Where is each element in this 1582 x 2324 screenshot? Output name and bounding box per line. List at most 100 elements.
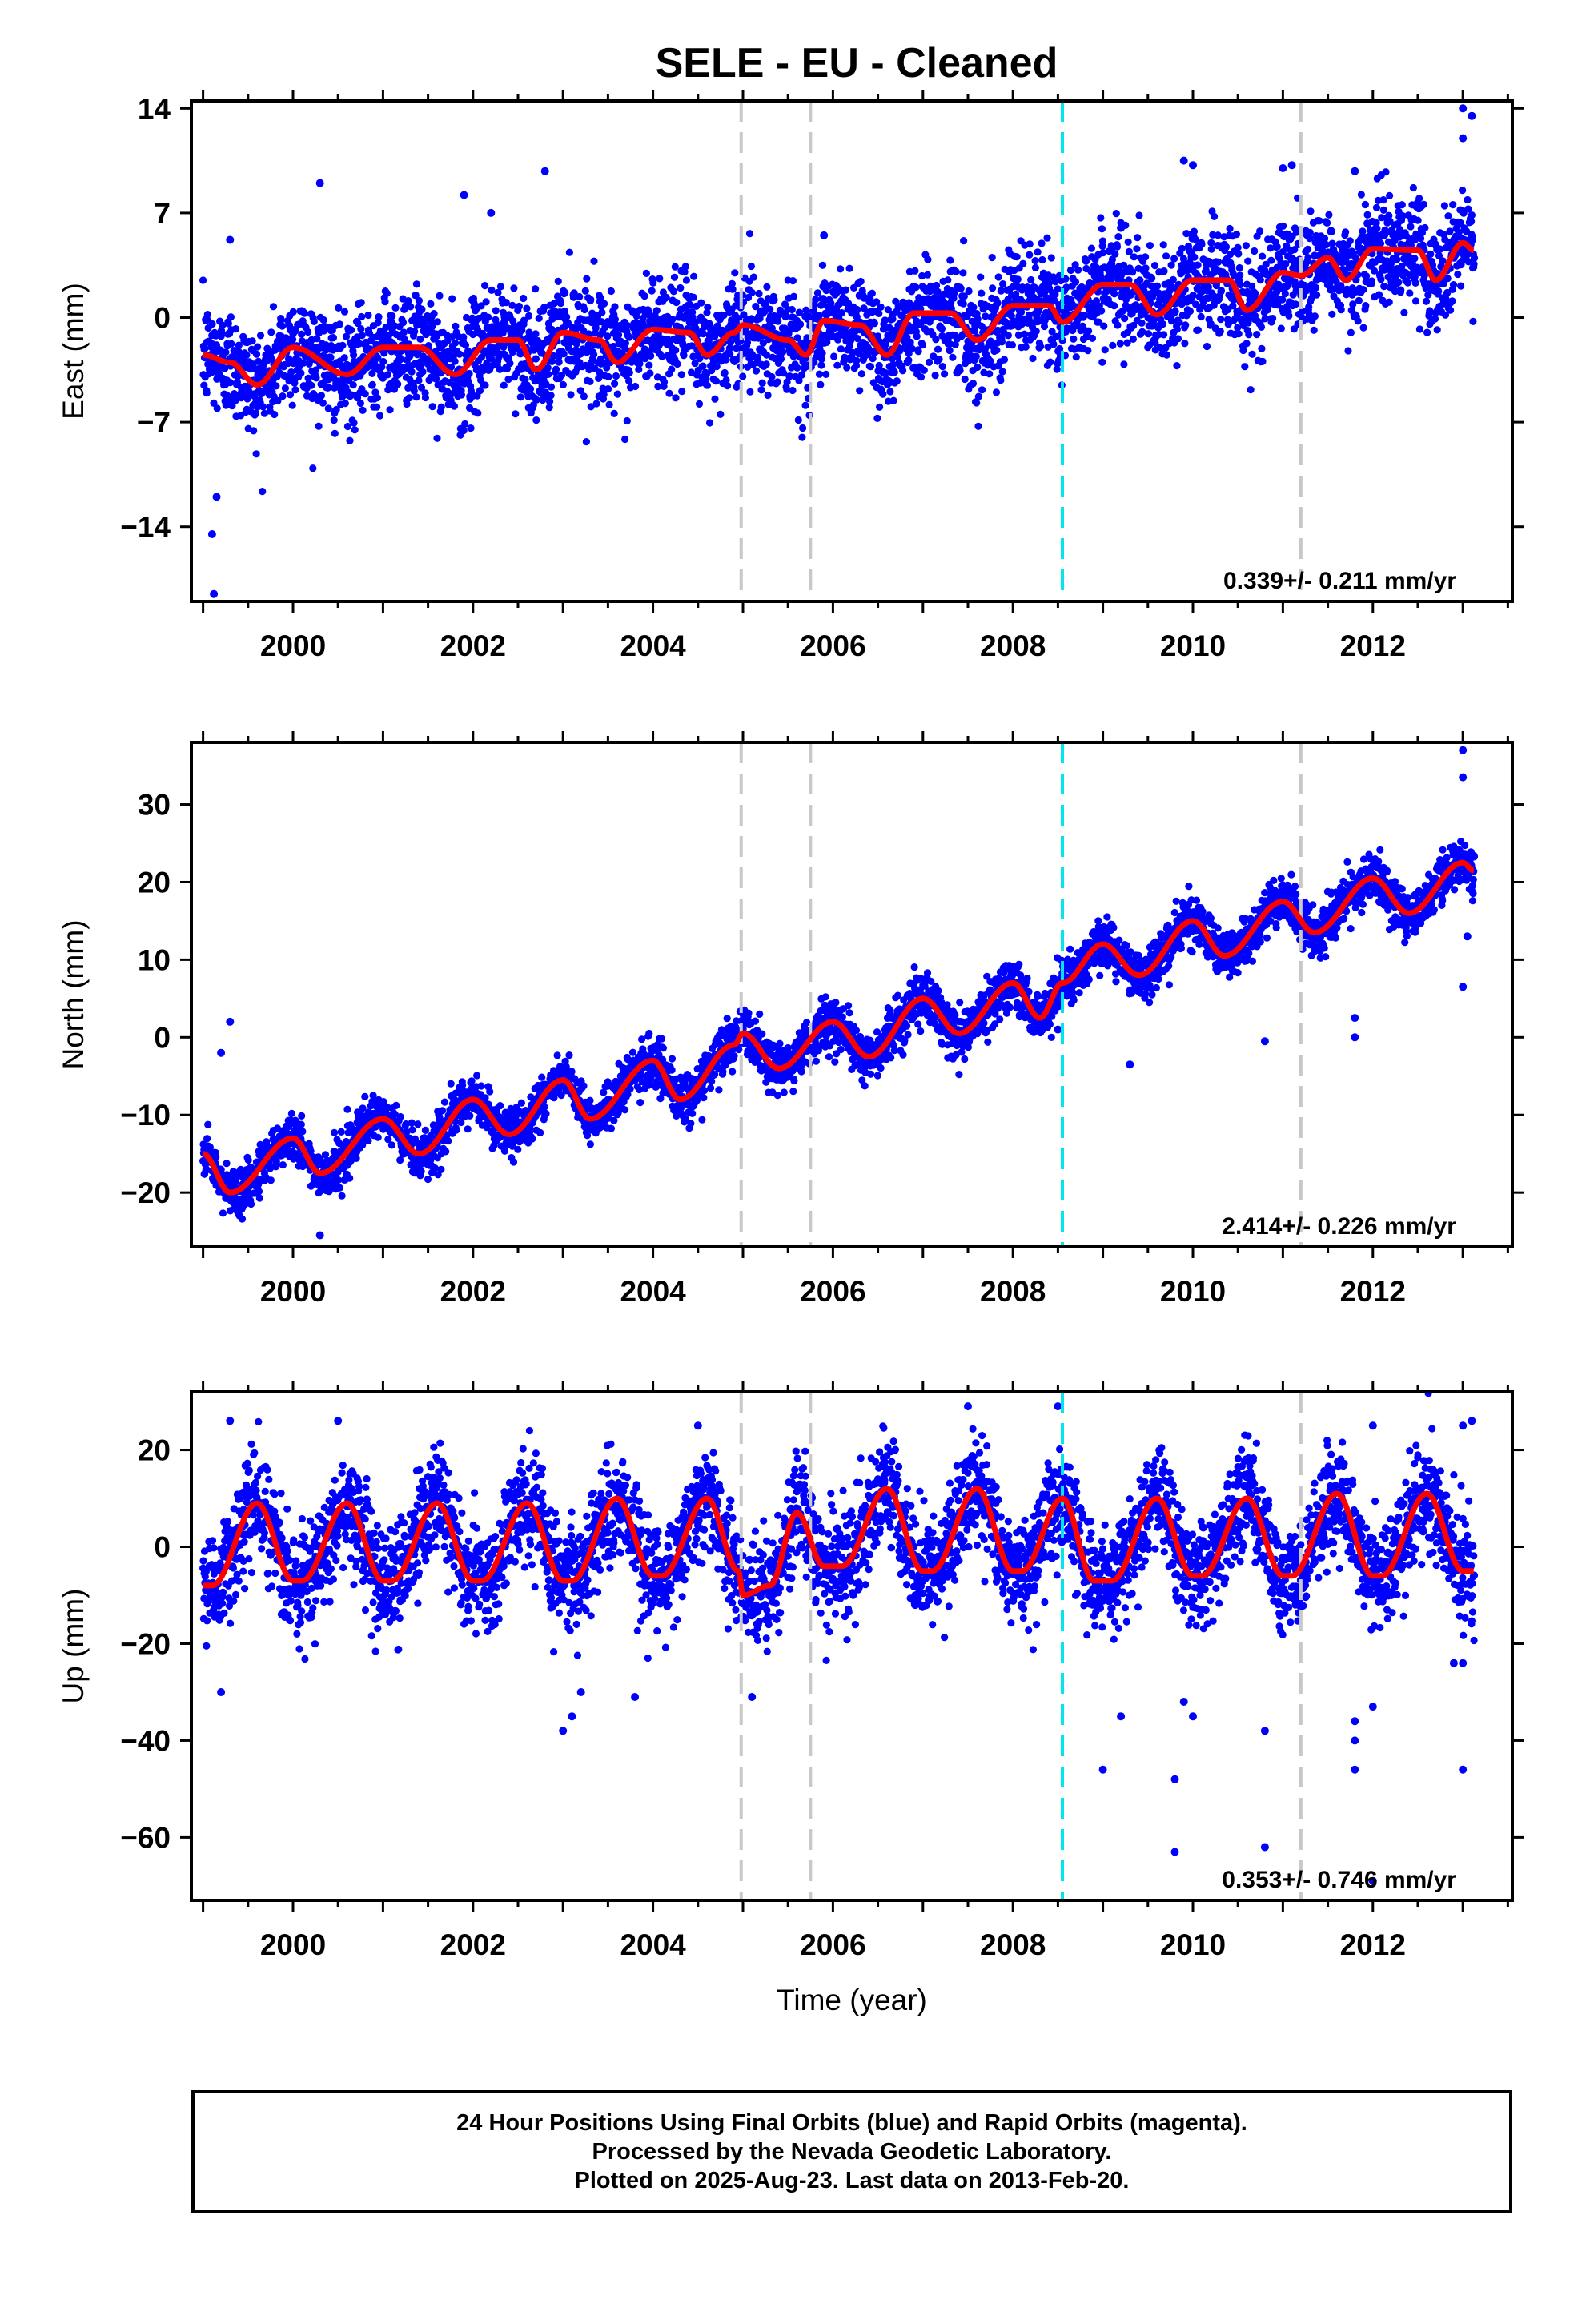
east-data-point: [621, 345, 629, 353]
north-data-point: [352, 1154, 360, 1162]
east-data-point: [959, 269, 967, 277]
east-data-point: [1084, 347, 1092, 355]
east-data-point: [758, 379, 766, 387]
east-data-point: [1407, 223, 1415, 231]
east-data-point: [381, 298, 389, 306]
east-data-point: [817, 361, 825, 369]
east-data-point: [291, 386, 299, 394]
east-data-point: [484, 313, 492, 321]
east-data-point: [408, 368, 416, 376]
east-data-point: [1468, 236, 1476, 244]
east-data-point: [762, 351, 771, 359]
east-data-point: [935, 355, 943, 364]
east-data-point: [1403, 279, 1412, 287]
east-data-point: [789, 292, 798, 300]
east-data-point: [677, 283, 685, 292]
east-data-point: [853, 334, 861, 343]
east-data-point: [1023, 283, 1031, 292]
east-data-point: [1362, 302, 1370, 310]
east-data-point: [1216, 328, 1224, 336]
east-data-point: [231, 325, 240, 333]
east-data-point: [492, 307, 500, 315]
east-data-point: [448, 333, 456, 341]
east-data-point: [793, 364, 801, 372]
east-data-point: [1242, 242, 1250, 250]
east-data-point: [228, 402, 236, 410]
east-data-point: [774, 317, 782, 325]
east-data-point: [1367, 277, 1375, 285]
east-data-point: [933, 281, 941, 290]
east-data-point: [432, 375, 440, 383]
east-data-point: [729, 285, 737, 293]
east-data-point: [407, 303, 415, 311]
east-data-point: [642, 269, 651, 277]
east-data-point: [766, 305, 774, 313]
east-data-point: [749, 273, 758, 281]
east-data-point: [580, 392, 588, 400]
east-data-point: [1190, 227, 1198, 235]
east-data-point: [1110, 302, 1118, 310]
east-data-point: [713, 363, 721, 371]
east-data-point: [726, 350, 734, 358]
north-data-point: [414, 1120, 422, 1128]
east-data-point: [538, 349, 547, 357]
east-data-point: [1423, 328, 1431, 336]
east-data-point: [436, 292, 444, 300]
east-data-point: [686, 301, 695, 309]
east-data-point: [877, 303, 885, 311]
east-data-point: [1273, 243, 1281, 251]
north-data-point: [346, 1174, 354, 1182]
east-data-point: [418, 305, 426, 313]
east-outlier-point: [207, 530, 216, 538]
east-data-point: [504, 376, 512, 384]
east-data-point: [452, 322, 460, 330]
east-data-point: [625, 333, 633, 341]
east-data-point: [412, 393, 420, 401]
north-data-point: [364, 1136, 372, 1144]
east-data-point: [815, 312, 823, 320]
east-data-point: [451, 357, 459, 365]
east-data-point: [870, 320, 878, 328]
east-data-point: [918, 341, 926, 349]
east-data-point: [433, 434, 441, 442]
north-data-points: [199, 746, 1479, 1240]
east-data-point: [1112, 210, 1120, 218]
east-data-point: [461, 420, 469, 428]
east-data-point: [1447, 306, 1455, 314]
east-data-point: [704, 304, 712, 312]
east-data-point: [1311, 312, 1319, 320]
east-data-point: [428, 322, 436, 331]
east-data-point: [665, 389, 673, 397]
east-data-point: [285, 355, 293, 363]
east-data-point: [403, 400, 411, 408]
east-data-point: [259, 403, 267, 411]
east-outlier-point: [820, 231, 829, 239]
east-data-point: [342, 332, 351, 340]
east-data-point: [777, 355, 785, 363]
east-data-point: [570, 289, 578, 297]
east-data-point: [287, 368, 295, 376]
east-data-point: [640, 292, 648, 300]
east-data-point: [411, 328, 419, 336]
east-data-point: [310, 317, 318, 325]
east-data-point: [340, 308, 349, 316]
east-data-point: [906, 338, 914, 346]
east-data-point: [795, 376, 803, 384]
east-data-point: [938, 363, 946, 371]
east-data-point: [1468, 211, 1476, 219]
east-data-point: [1114, 321, 1122, 329]
east-data-point: [739, 372, 747, 380]
east-data-point: [970, 304, 978, 312]
east-data-point: [1148, 274, 1156, 283]
east-data-point: [1357, 191, 1365, 199]
east-data-point: [677, 371, 685, 379]
north-data-point: [267, 1176, 275, 1184]
east-x-tick-label: 2012: [1340, 629, 1406, 662]
east-data-point: [1130, 253, 1138, 261]
east-data-point: [1435, 287, 1443, 296]
east-data-point: [1325, 211, 1333, 219]
east-data-point: [357, 299, 365, 307]
east-data-point: [335, 304, 343, 312]
east-data-point: [324, 404, 332, 412]
